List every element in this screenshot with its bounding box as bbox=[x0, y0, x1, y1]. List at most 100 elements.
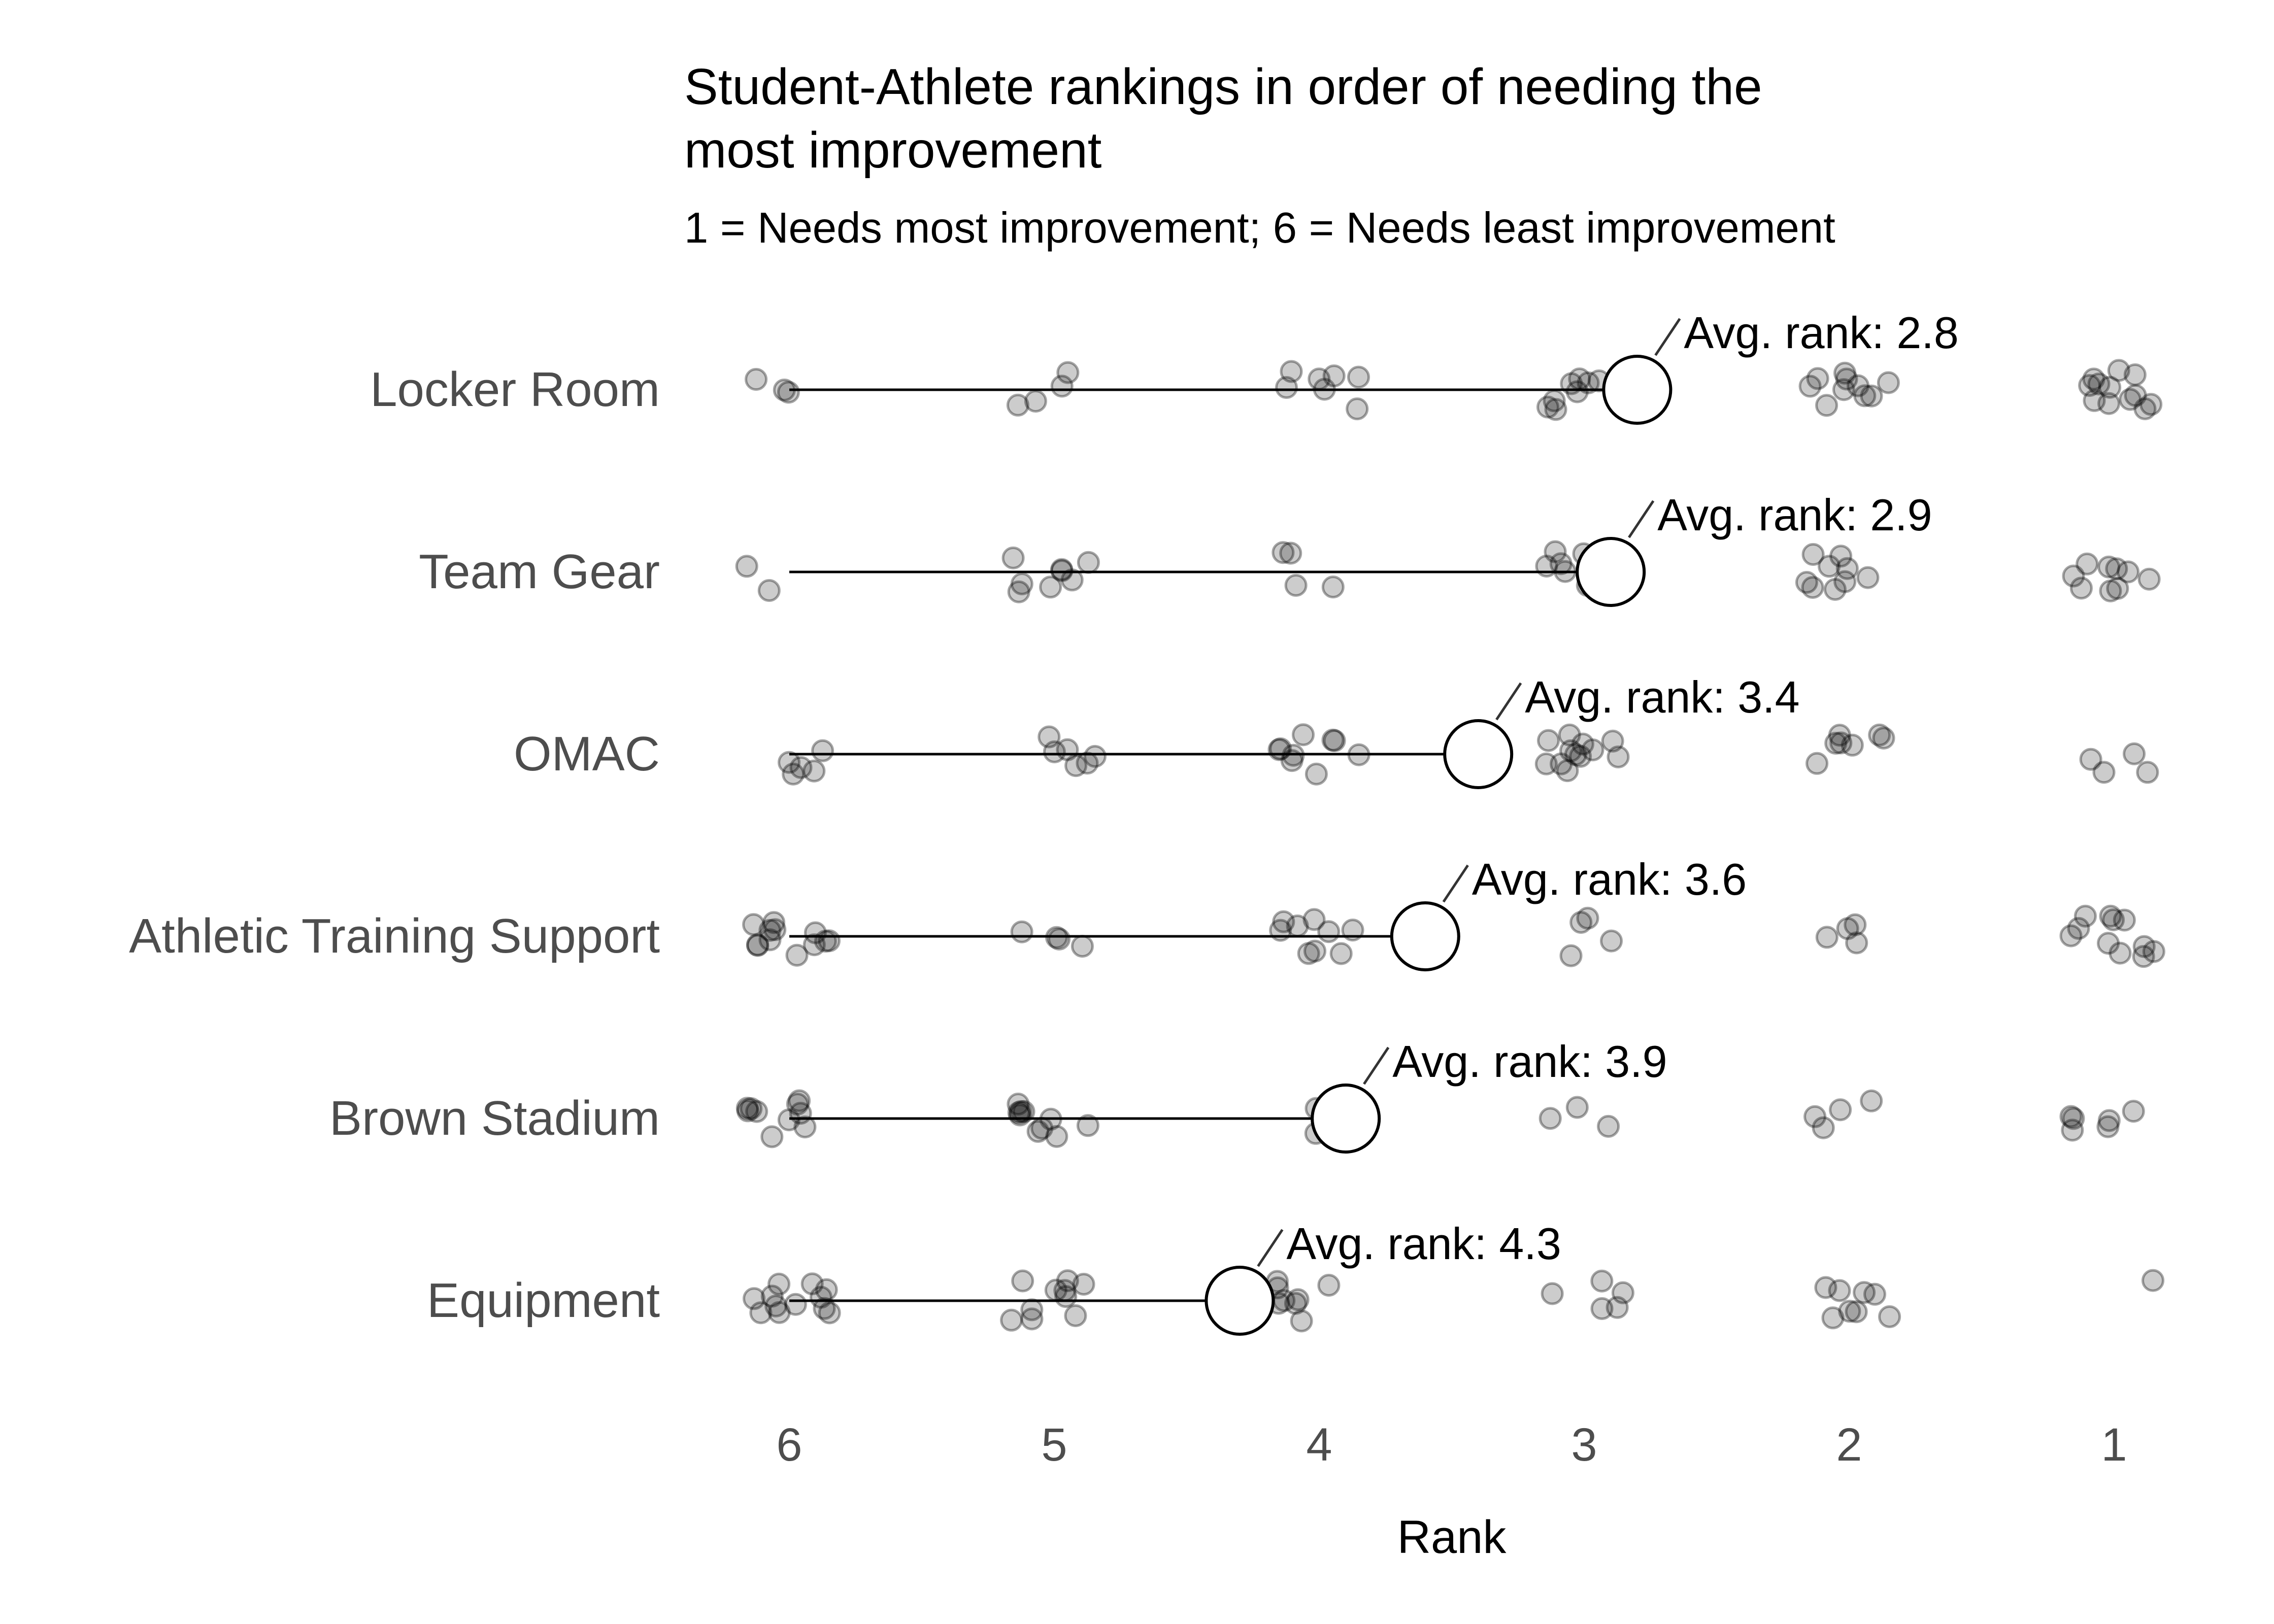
response-point bbox=[1008, 1103, 1031, 1127]
response-point bbox=[788, 1089, 811, 1112]
response-point bbox=[1050, 558, 1074, 581]
response-point bbox=[1853, 1281, 1876, 1304]
response-point bbox=[1284, 1292, 1307, 1315]
response-point bbox=[1321, 728, 1345, 752]
response-point bbox=[1832, 378, 1855, 401]
response-point bbox=[793, 1115, 817, 1139]
response-point bbox=[1275, 376, 1298, 399]
response-point bbox=[1011, 1269, 1034, 1293]
response-point bbox=[2136, 761, 2159, 784]
response-point bbox=[1076, 752, 1099, 775]
response-point bbox=[802, 759, 826, 783]
response-point bbox=[2102, 908, 2125, 931]
response-point bbox=[1806, 367, 1829, 390]
response-point bbox=[1556, 759, 1579, 783]
response-point bbox=[1853, 384, 1877, 408]
response-point bbox=[1590, 1297, 1614, 1320]
response-point bbox=[762, 911, 786, 934]
response-point bbox=[1829, 545, 1853, 568]
response-point bbox=[1045, 1125, 1068, 1148]
response-point bbox=[2117, 560, 2139, 584]
response-point bbox=[2076, 552, 2099, 576]
plot-area: Locker Room Avg. rank: 2.8 Team Gear Avg. r… bbox=[129, 308, 2165, 1336]
response-point bbox=[1607, 746, 1630, 768]
response-point bbox=[1863, 1282, 1886, 1306]
response-point bbox=[749, 1301, 773, 1325]
response-point bbox=[1856, 566, 1880, 589]
response-point bbox=[1284, 573, 1308, 597]
response-point bbox=[1280, 360, 1303, 383]
response-point bbox=[1564, 743, 1587, 766]
response-point bbox=[802, 933, 826, 957]
response-point bbox=[746, 933, 769, 957]
category-label: Equipment bbox=[427, 1273, 660, 1328]
response-point bbox=[1845, 1300, 1868, 1324]
response-point bbox=[1290, 1309, 1313, 1333]
response-point bbox=[1836, 917, 1859, 940]
response-point bbox=[1541, 1282, 1564, 1305]
response-point bbox=[2142, 1269, 2164, 1292]
annotation-leader bbox=[1628, 500, 1655, 538]
response-point bbox=[777, 381, 800, 404]
response-point bbox=[1803, 1105, 1827, 1128]
annotation-leader bbox=[1495, 682, 1522, 721]
response-point bbox=[1860, 1089, 1883, 1112]
response-point bbox=[1823, 578, 1847, 601]
response-point bbox=[1559, 944, 1583, 967]
x-tick-label: 3 bbox=[1571, 1419, 1597, 1471]
response-point bbox=[1297, 942, 1320, 965]
response-point bbox=[789, 756, 813, 779]
response-point bbox=[745, 1100, 768, 1123]
response-point bbox=[1550, 752, 1573, 775]
response-point bbox=[2106, 577, 2129, 600]
response-point bbox=[1071, 935, 1094, 958]
response-point bbox=[1815, 926, 1838, 949]
response-point bbox=[1286, 1288, 1310, 1311]
response-point bbox=[1815, 394, 1838, 417]
response-point bbox=[2074, 904, 2097, 928]
response-point bbox=[1847, 374, 1869, 397]
average-marker bbox=[1205, 1266, 1275, 1336]
response-point bbox=[1833, 570, 1857, 593]
response-point bbox=[2097, 1109, 2121, 1132]
response-point bbox=[2133, 397, 2157, 420]
response-point bbox=[2109, 941, 2132, 965]
response-point bbox=[1272, 910, 1295, 933]
response-point bbox=[2062, 564, 2085, 588]
response-point bbox=[736, 1099, 759, 1123]
response-point bbox=[2059, 924, 2083, 948]
response-point bbox=[2122, 1100, 2145, 1123]
category-label: Brown Stadium bbox=[329, 1091, 660, 1145]
response-point bbox=[1549, 552, 1573, 576]
response-point bbox=[2132, 945, 2155, 968]
response-point bbox=[1597, 1114, 1620, 1138]
response-point bbox=[1280, 749, 1303, 772]
response-point bbox=[1030, 1116, 1054, 1140]
response-point bbox=[2099, 579, 2122, 602]
response-point bbox=[818, 929, 841, 953]
chart-title-line-2: most improvement bbox=[684, 122, 1102, 179]
response-point bbox=[813, 1297, 836, 1320]
average-marker bbox=[1311, 1084, 1381, 1154]
annotation-leader bbox=[1363, 1046, 1390, 1085]
response-point bbox=[1279, 542, 1302, 565]
response-point bbox=[1076, 1114, 1099, 1137]
x-tick-label: 6 bbox=[776, 1419, 802, 1471]
response-point bbox=[1805, 752, 1829, 775]
response-point bbox=[1611, 1281, 1634, 1304]
response-point bbox=[1565, 1096, 1589, 1119]
response-point bbox=[2083, 389, 2106, 412]
response-point bbox=[1020, 1298, 1044, 1322]
response-point bbox=[1323, 729, 1346, 752]
response-point bbox=[1798, 375, 1822, 398]
response-point bbox=[1329, 942, 1353, 965]
response-point bbox=[740, 1097, 763, 1120]
response-point bbox=[1571, 732, 1594, 756]
response-point bbox=[1558, 723, 1581, 747]
average-marker bbox=[1443, 719, 1514, 789]
response-point bbox=[1828, 724, 1851, 747]
response-point bbox=[1302, 908, 1326, 931]
response-point bbox=[1818, 555, 1841, 578]
response-point bbox=[1606, 1296, 1629, 1319]
